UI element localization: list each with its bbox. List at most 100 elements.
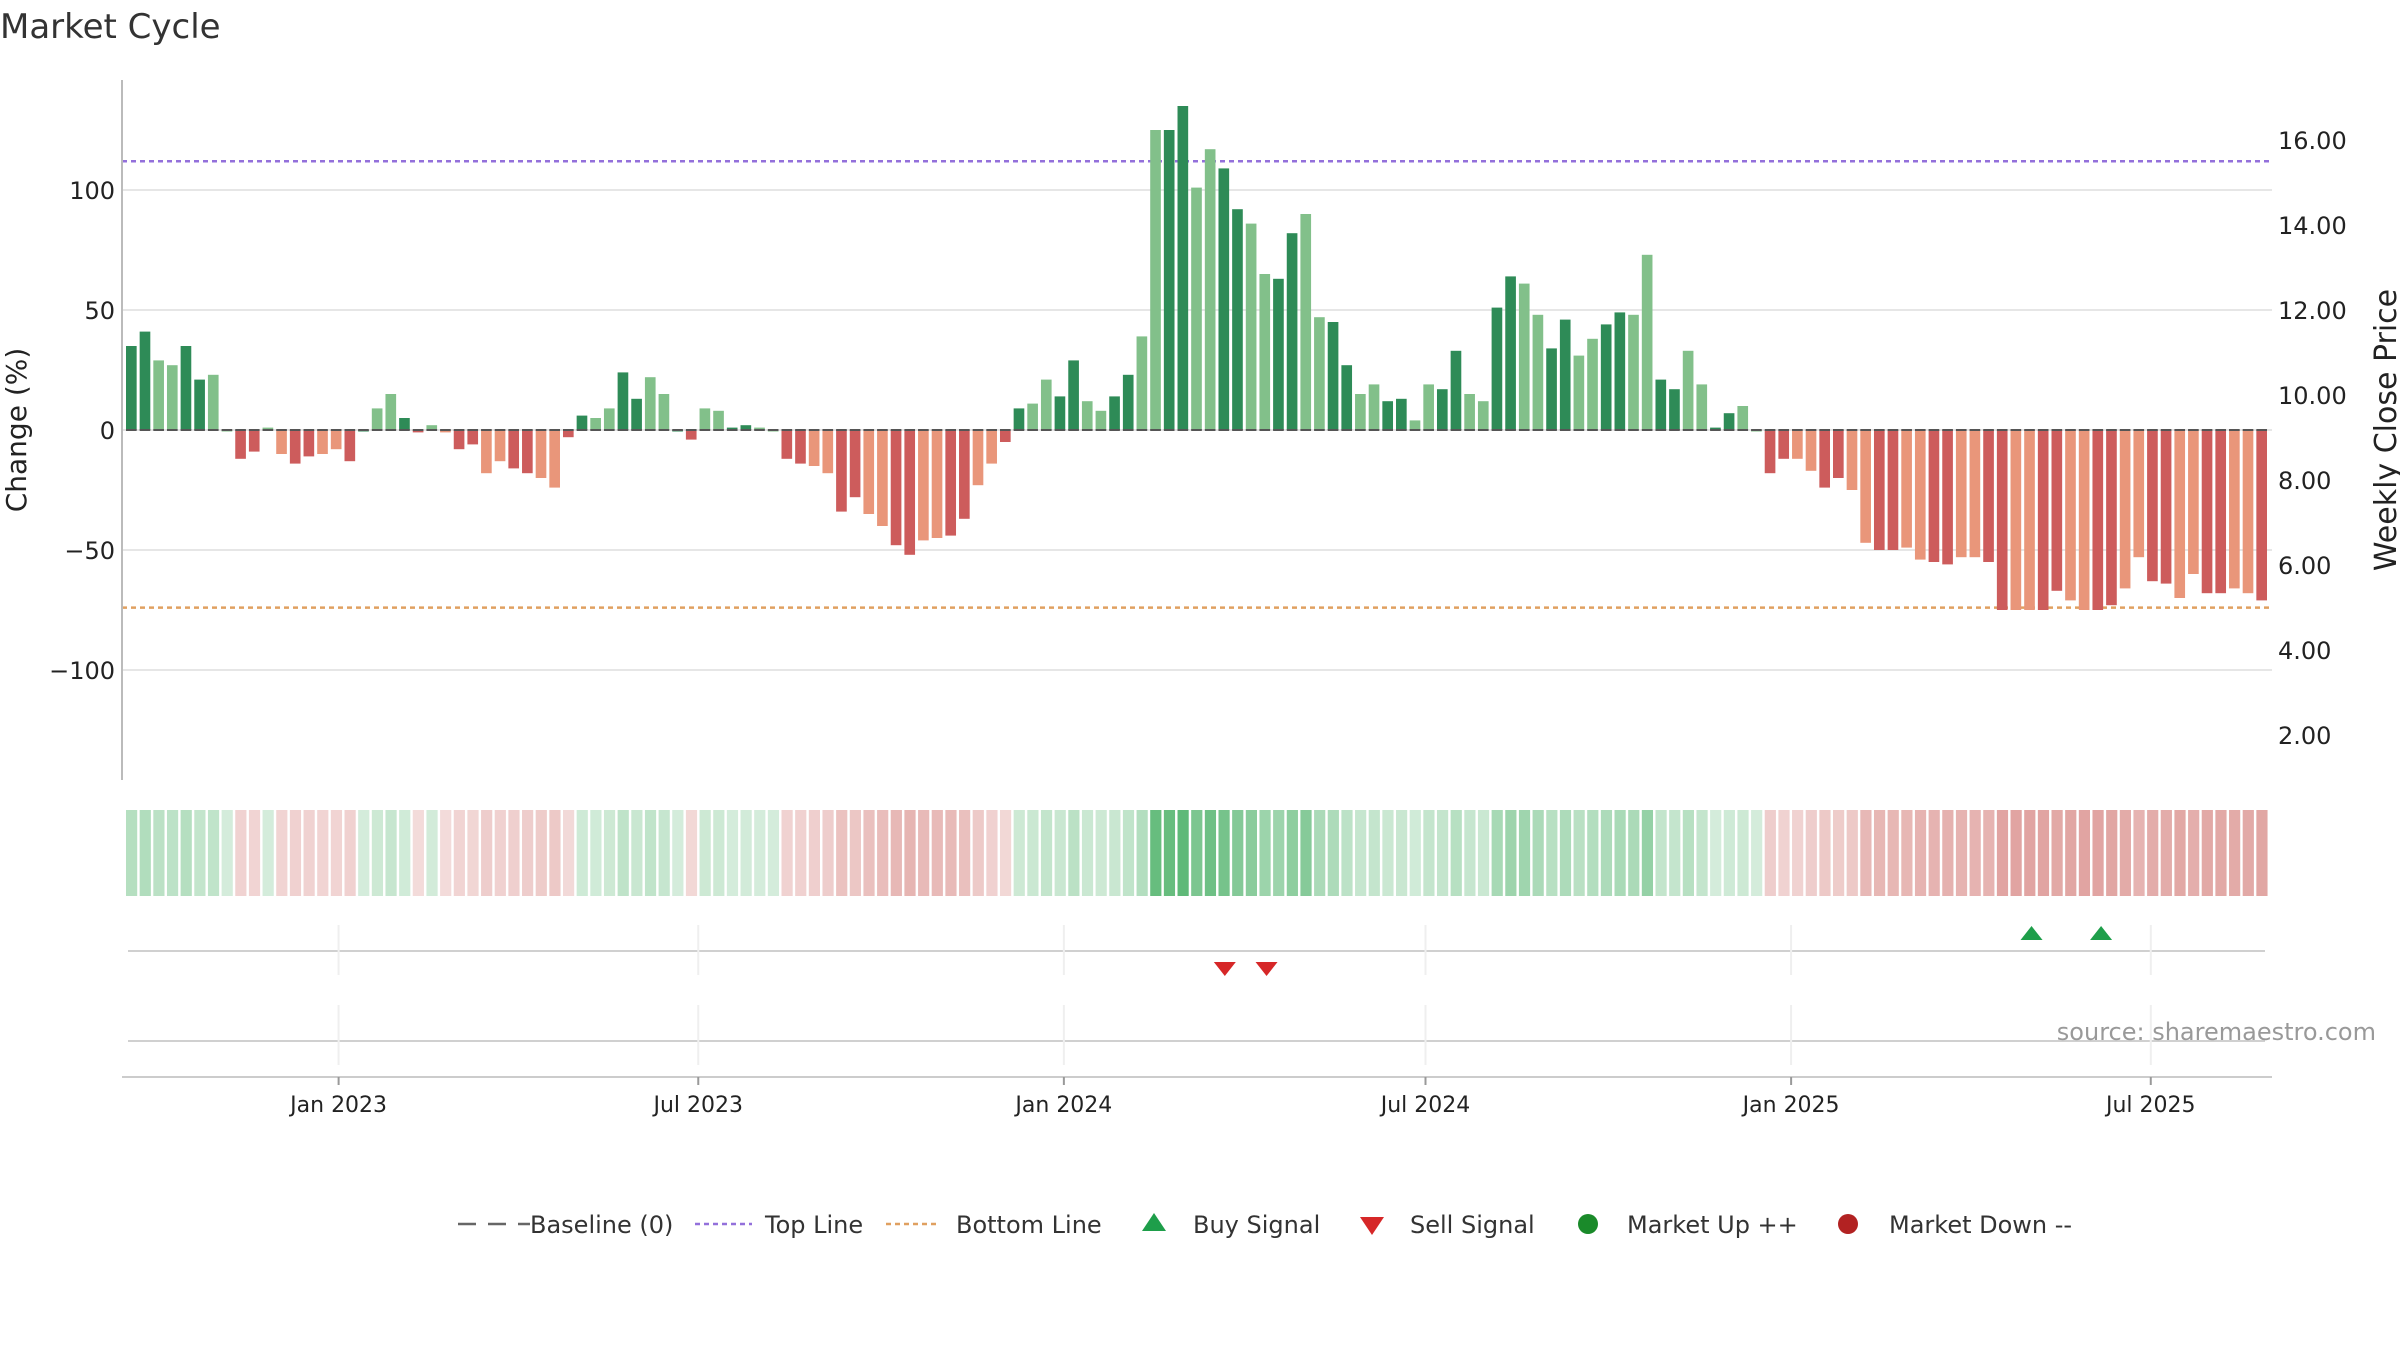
cycle-cell	[1286, 810, 1298, 896]
bar	[317, 430, 328, 454]
bar	[1054, 396, 1066, 430]
cycle-cell	[1614, 810, 1626, 896]
cycle-cell	[1655, 810, 1667, 896]
legend-market-up-icon	[1578, 1214, 1598, 1234]
bar	[139, 331, 151, 430]
bar	[1887, 430, 1899, 550]
cycle-cell	[1450, 810, 1462, 896]
bar	[699, 408, 711, 430]
cycle-cell	[849, 810, 861, 896]
cycle-cell	[699, 810, 711, 896]
x-tick-label: Jul 2023	[651, 1093, 743, 1118]
cycle-cell	[371, 810, 384, 896]
cycle-cell	[1792, 810, 1804, 896]
bar	[1095, 410, 1107, 430]
cycle-cell	[1259, 810, 1271, 896]
bar	[166, 365, 178, 430]
cycle-cell	[358, 810, 370, 896]
cycle-cell	[1327, 810, 1339, 896]
bar	[412, 430, 424, 433]
cycle-cell	[603, 810, 616, 896]
cycle-cell	[399, 810, 411, 896]
cycle-cell	[631, 810, 643, 896]
cycle-cell	[1122, 810, 1135, 896]
bar	[549, 430, 560, 488]
bar	[1232, 209, 1243, 430]
cycle-cell	[576, 810, 588, 896]
sell-signal-marker	[1213, 962, 1236, 976]
cycle-cell	[2051, 810, 2063, 896]
legend-item-baseline: Baseline (0)	[458, 1211, 673, 1239]
bar	[1996, 430, 2008, 610]
legend-label: Sell Signal	[1410, 1211, 1535, 1239]
bar	[959, 430, 970, 519]
bar	[2078, 430, 2090, 610]
bar	[849, 430, 861, 498]
legend-market-down-icon	[1838, 1214, 1858, 1234]
cycle-cell	[139, 810, 151, 896]
bar	[1245, 223, 1257, 430]
cycle-cell	[1901, 810, 1913, 896]
bar	[1040, 379, 1052, 430]
bar	[1163, 130, 1175, 430]
bar	[467, 430, 479, 445]
bar	[713, 410, 724, 430]
cycle-cell	[1396, 810, 1408, 896]
y-tick-label: −100	[49, 657, 115, 685]
cycle-cell	[1996, 810, 2009, 896]
cycle-cell	[153, 810, 165, 896]
bar	[1805, 430, 1817, 471]
bar	[1846, 430, 1858, 490]
cycle-cell	[2229, 810, 2241, 896]
bar	[836, 430, 847, 512]
cycle-cell	[1382, 810, 1394, 896]
cycle-cell	[467, 810, 479, 896]
cycle-cell	[1109, 810, 1121, 896]
bar	[986, 430, 997, 464]
bar	[494, 430, 506, 462]
bar	[590, 418, 601, 430]
cycle-cell	[945, 810, 957, 896]
cycle-cell	[808, 810, 821, 896]
bar	[303, 430, 315, 457]
cycle-cell	[1464, 810, 1476, 896]
cycle-cell	[303, 810, 315, 896]
bar	[2160, 430, 2172, 584]
x-tick-label: Jul 2024	[1379, 1093, 1471, 1118]
legend-item-buy: Buy Signal	[1142, 1211, 1320, 1239]
cycle-cell	[1873, 810, 1886, 896]
cycle-cell	[1245, 810, 1257, 896]
bar	[2119, 430, 2131, 589]
cycle-cell	[248, 810, 261, 896]
cycle-cell	[1491, 810, 1503, 896]
cycle-cell	[877, 810, 889, 896]
bar	[2174, 430, 2186, 598]
cycle-cell	[562, 810, 575, 896]
cycle-cell	[1095, 810, 1107, 896]
bar	[617, 372, 629, 430]
bar	[1382, 401, 1394, 430]
cycle-cell	[2174, 810, 2186, 896]
cycle-cell	[1505, 810, 1517, 896]
bar	[1983, 430, 1994, 562]
bar	[1423, 384, 1434, 430]
cycle-cell	[2092, 810, 2104, 896]
legend-item-up: Market Up ++	[1578, 1211, 1798, 1239]
bar	[522, 430, 533, 474]
bar	[426, 425, 438, 430]
cycle-cell	[194, 810, 206, 896]
bar	[1068, 360, 1079, 430]
bar	[890, 430, 902, 546]
bar	[1928, 430, 1940, 562]
bar	[153, 360, 164, 430]
bar	[399, 418, 410, 430]
cycle-cell	[767, 810, 780, 896]
cycle-cell	[795, 810, 807, 896]
cycle-cell	[262, 810, 274, 896]
cycle-cell	[672, 810, 684, 896]
cycle-cell	[644, 810, 657, 896]
bar	[808, 430, 820, 466]
bar	[1450, 350, 1462, 430]
cycle-cell	[931, 810, 943, 896]
